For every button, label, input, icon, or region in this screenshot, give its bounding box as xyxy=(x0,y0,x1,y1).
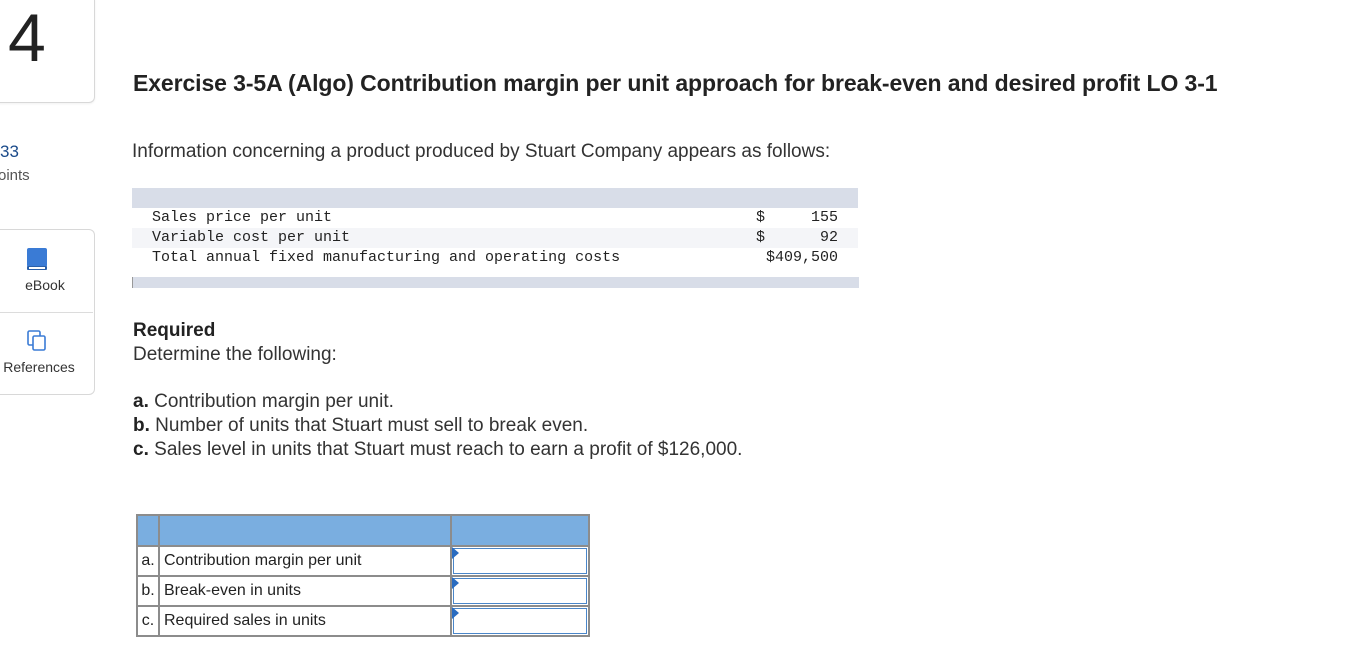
product-info-table: Sales price per unit $ 155 Variable cost… xyxy=(132,188,859,288)
table-row: a. Contribution margin per unit xyxy=(136,545,590,577)
row-label: Total annual fixed manufacturing and ope… xyxy=(152,249,621,266)
list-item: c. Sales level in units that Stuart must… xyxy=(133,438,742,462)
row-letter: a. xyxy=(136,545,160,577)
input-marker-icon xyxy=(452,607,459,619)
item-letter: b. xyxy=(133,415,150,436)
item-letter: c. xyxy=(133,439,149,460)
row-label: Break-even in units xyxy=(158,575,452,607)
row-currency: $ xyxy=(756,229,766,246)
required-items: a. Contribution margin per unit. b. Numb… xyxy=(133,390,742,462)
table-top-band xyxy=(132,188,858,208)
copy-documents-icon xyxy=(27,330,46,351)
row-label: Variable cost per unit xyxy=(152,229,351,246)
question-number-box: 4 xyxy=(0,0,95,103)
question-number: 4 xyxy=(8,0,46,76)
list-item: b. Number of units that Stuart must sell… xyxy=(133,414,742,438)
exercise-intro: Information concerning a product produce… xyxy=(132,141,831,162)
row-currency: $ xyxy=(756,209,766,226)
required-heading: Required xyxy=(133,320,216,341)
item-letter: a. xyxy=(133,391,149,412)
table-row: Total annual fixed manufacturing and ope… xyxy=(132,248,858,268)
references-label: References xyxy=(3,359,75,375)
row-letter: c. xyxy=(136,605,160,637)
tools-panel: eBook References xyxy=(0,229,95,395)
input-marker-icon xyxy=(452,547,459,559)
row-amount: 92 xyxy=(819,229,838,246)
ebook-button[interactable]: eBook xyxy=(0,230,93,312)
item-text: Sales level in units that Stuart must re… xyxy=(154,439,743,460)
table-row: c. Required sales in units xyxy=(136,605,590,637)
exercise-title: Exercise 3-5A (Algo) Contribution margin… xyxy=(133,70,1218,96)
list-item: a. Contribution margin per unit. xyxy=(133,390,742,414)
input-marker-icon xyxy=(452,577,459,589)
points-value: 33 xyxy=(0,142,19,161)
row-amount: $409,500 xyxy=(765,249,838,266)
answer-table: a. Contribution margin per unit b. Break… xyxy=(136,514,590,637)
table-row: Sales price per unit $ 155 xyxy=(132,208,858,228)
row-label: Required sales in units xyxy=(158,605,452,637)
tools-divider xyxy=(0,312,93,313)
row-amount: 155 xyxy=(810,209,838,226)
break-even-units-input[interactable] xyxy=(453,578,587,604)
row-letter: b. xyxy=(136,575,160,607)
points-label: oints xyxy=(0,167,30,184)
row-label: Contribution margin per unit xyxy=(158,545,452,577)
table-row: b. Break-even in units xyxy=(136,575,590,607)
book-icon xyxy=(27,248,47,270)
contribution-margin-input[interactable] xyxy=(453,548,587,574)
table-row: Variable cost per unit $ 92 xyxy=(132,228,858,248)
item-text: Contribution margin per unit. xyxy=(154,391,394,412)
answer-table-header xyxy=(136,514,590,547)
row-label: Sales price per unit xyxy=(152,209,333,226)
required-sales-units-input[interactable] xyxy=(453,608,587,634)
item-text: Number of units that Stuart must sell to… xyxy=(155,415,589,436)
references-button[interactable]: References xyxy=(0,313,93,393)
table-bottom-band xyxy=(132,277,859,288)
ebook-label: eBook xyxy=(25,277,65,293)
required-text: Determine the following: xyxy=(133,344,337,365)
